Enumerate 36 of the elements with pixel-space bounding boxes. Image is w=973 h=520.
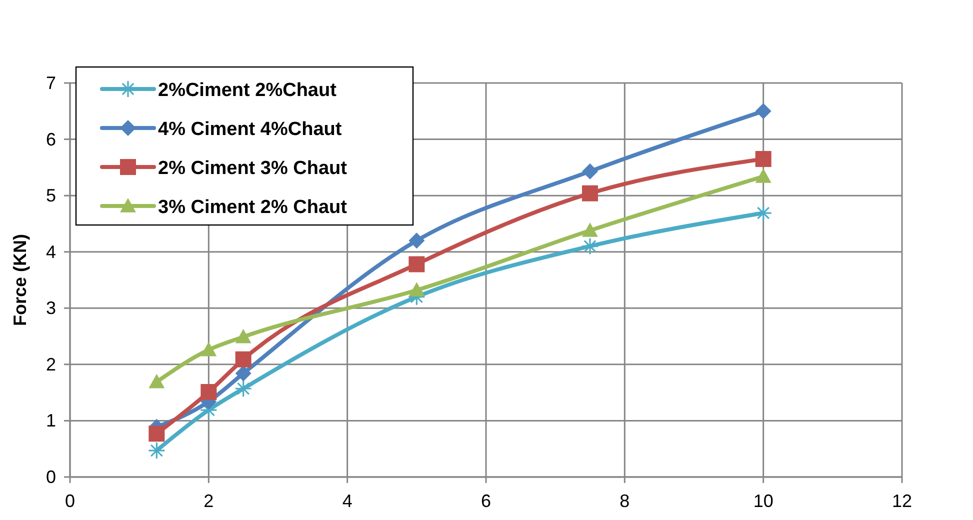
point (408, 232, 425, 249)
point (408, 256, 425, 272)
y-tick-label: 2 (46, 354, 56, 374)
y-tick-label: 3 (46, 298, 56, 318)
legend-label: 4% Ciment 4%Chaut (158, 119, 342, 140)
y-tick-label: 7 (46, 73, 56, 93)
point (200, 342, 217, 356)
point (582, 163, 598, 180)
point (755, 168, 772, 183)
y-tick-label: 6 (46, 129, 56, 150)
point (148, 374, 165, 388)
point (148, 426, 165, 442)
x-tick-label: 12 (892, 491, 912, 511)
x-tick-label: 4 (342, 491, 352, 511)
point (200, 384, 217, 400)
legend-label: 3% Ciment 2% Chaut (158, 197, 348, 218)
point (408, 282, 425, 297)
point (235, 365, 252, 382)
point (235, 328, 252, 344)
legend-label: 2%Ciment 2%Chaut (158, 80, 338, 101)
x-tick-label: 10 (753, 491, 774, 511)
x-tick-label: 8 (620, 491, 630, 511)
y-tick-label: 0 (46, 467, 56, 487)
point (582, 222, 598, 237)
y-tick-label: 4 (46, 242, 56, 262)
x-tick-label: 2 (204, 491, 214, 511)
point (582, 185, 598, 202)
legend-label: 2% Ciment 3% Chaut (158, 158, 348, 179)
y-axis-title: Force (KN) (10, 234, 30, 326)
point (235, 351, 252, 368)
x-tick-label: 0 (64, 491, 76, 511)
x-tick-label: 6 (480, 491, 492, 511)
y-tick-label: 5 (46, 186, 56, 206)
point (755, 150, 772, 167)
y-tick-label: 1 (46, 410, 56, 431)
point (755, 103, 772, 120)
